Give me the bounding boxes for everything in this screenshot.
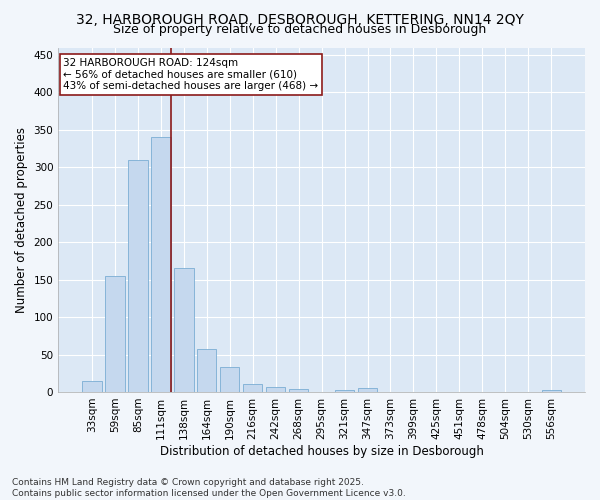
Text: 32 HARBOROUGH ROAD: 124sqm
← 56% of detached houses are smaller (610)
43% of sem: 32 HARBOROUGH ROAD: 124sqm ← 56% of deta… <box>64 58 319 91</box>
Bar <box>289 389 308 392</box>
Bar <box>151 138 170 392</box>
Bar <box>243 384 262 392</box>
Bar <box>197 350 217 392</box>
Y-axis label: Number of detached properties: Number of detached properties <box>15 126 28 312</box>
X-axis label: Distribution of detached houses by size in Desborough: Distribution of detached houses by size … <box>160 444 484 458</box>
Bar <box>128 160 148 392</box>
Bar <box>358 388 377 392</box>
Bar <box>335 390 355 392</box>
Text: 32, HARBOROUGH ROAD, DESBOROUGH, KETTERING, NN14 2QY: 32, HARBOROUGH ROAD, DESBOROUGH, KETTERI… <box>76 12 524 26</box>
Bar <box>105 276 125 392</box>
Bar <box>542 390 561 392</box>
Bar <box>174 268 194 392</box>
Bar <box>82 380 101 392</box>
Bar <box>266 386 286 392</box>
Text: Size of property relative to detached houses in Desborough: Size of property relative to detached ho… <box>113 22 487 36</box>
Bar <box>220 367 239 392</box>
Text: Contains HM Land Registry data © Crown copyright and database right 2025.
Contai: Contains HM Land Registry data © Crown c… <box>12 478 406 498</box>
